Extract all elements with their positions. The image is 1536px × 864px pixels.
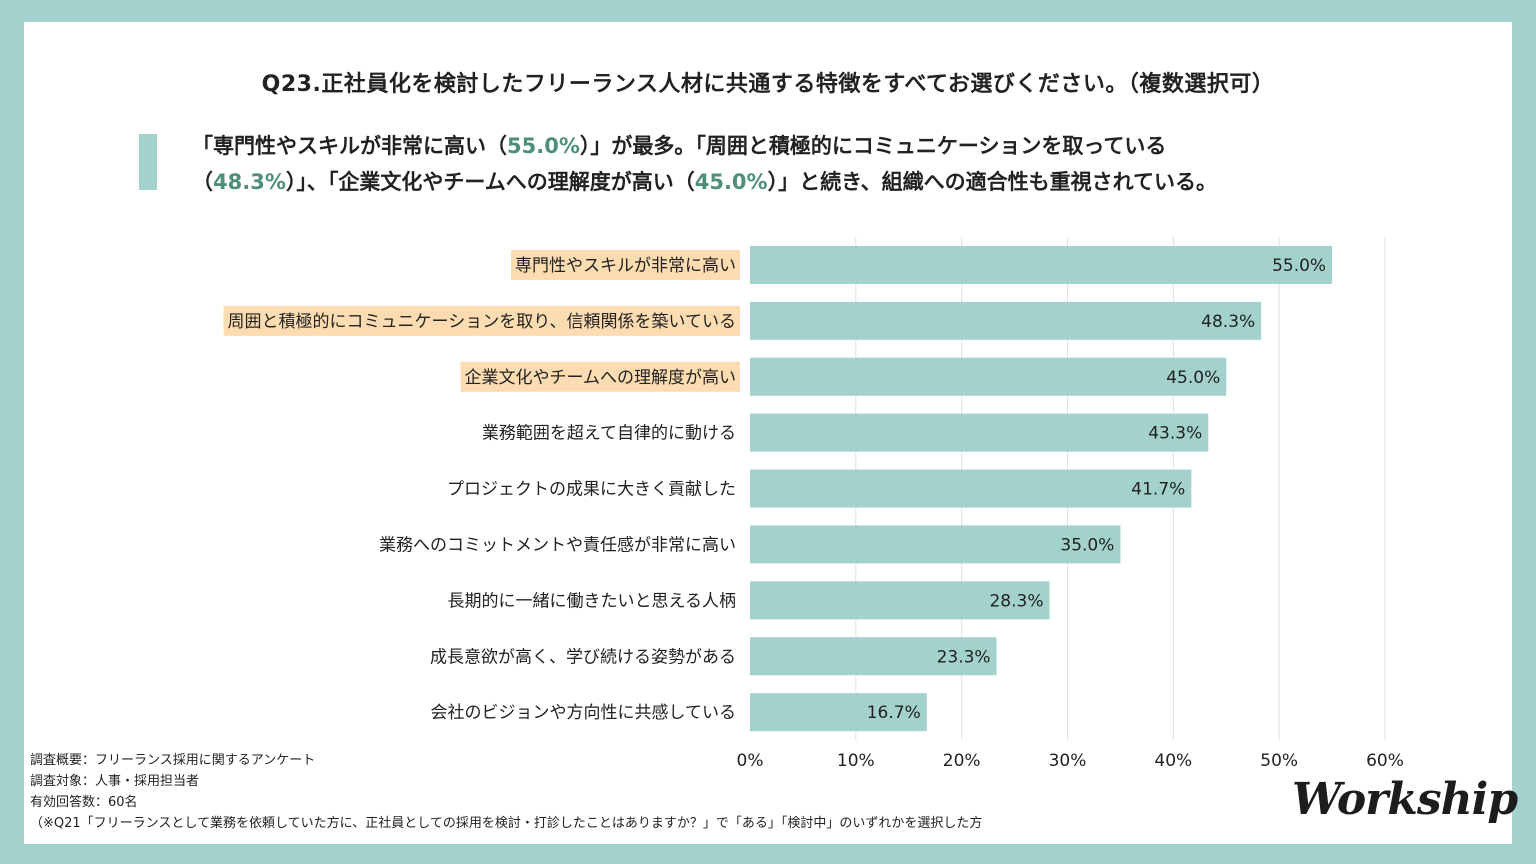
summary-accent-bar (139, 134, 157, 190)
category-label: 企業文化やチームへの理解度が高い (465, 368, 737, 388)
category-label: プロジェクトの成果に大きく貢献した (447, 480, 736, 500)
summary-line-1: 「専門性やスキルが非常に高い（55.0%）」が最多。「周囲と積極的にコミュニケー… (192, 128, 1492, 164)
summary-text-part: ）」と続き、組織への適合性も重視されている。 (767, 170, 1217, 194)
label-highlight (223, 305, 740, 336)
note-line: 調査概要：フリーランス採用に関するアンケート (30, 753, 316, 768)
x-axis-ticks: 0% 10% 20% 30% 40% 50% 60% (737, 751, 1404, 771)
category-label: 会社のビジョンや方向性に共感している (431, 703, 737, 723)
category-labels: 専門性やスキルが非常に高い周囲と積極的にコミュニケーションを取り、信頼関係を築い… (223, 249, 740, 723)
category-label: 長期的に一緒に働きたいと思える人柄 (448, 591, 737, 611)
bar (750, 413, 1209, 452)
bar (750, 301, 1262, 340)
x-tick-label: 0% (737, 751, 764, 771)
label-highlight (460, 361, 740, 392)
bar (750, 525, 1121, 564)
bars: 55.0% 48.3% 45.0% 43.3% 41.7% 35.0% 28.3% 23.3%… (750, 245, 1333, 732)
summary-line-2: （48.3%）」、「企業文化やチームへの理解度が高い（45.0%）」と続き、組織… (192, 164, 1492, 200)
data-label: 16.7% (867, 703, 921, 723)
note-line: 有効回答数：60名 (30, 795, 138, 810)
category-label: 業務範囲を超えて自律的に動ける (482, 424, 736, 444)
question-title: Q23.正社員化を検討したフリーランス人材に共通する特徴をすべてお選びください。… (261, 72, 1275, 97)
category-label: 周囲と積極的にコミュニケーションを取り、信頼関係を築いている (228, 312, 736, 332)
x-tick-label: 10% (837, 751, 875, 771)
category-label: 業務へのコミットメントや責任感が非常に高い (379, 535, 736, 555)
label-highlight (511, 249, 740, 280)
summary-text-part: （ (192, 170, 213, 194)
bar (750, 581, 1050, 620)
x-tick-label: 40% (1154, 751, 1192, 771)
note-line: （※Q21「フリーランスとして業務を依頼していた方に、正社員としての採用を検討・… (30, 816, 983, 831)
bar (750, 469, 1192, 508)
data-label: 43.3% (1148, 424, 1202, 444)
data-label: 55.0% (1272, 256, 1326, 276)
data-label: 45.0% (1166, 368, 1220, 388)
note-line: 調査対象：人事・採用担当者 (30, 774, 200, 789)
summary-value: 48.3% (213, 170, 286, 194)
bar-chart: 55.0% 48.3% 45.0% 43.3% 41.7% 35.0% 28.3% 23.3%… (223, 237, 1404, 771)
summary-text-part: 「専門性やスキルが非常に高い（ (192, 134, 507, 158)
x-tick-label: 50% (1260, 751, 1298, 771)
card: Q23.正社員化を検討したフリーランス人材に共通する特徴をすべてお選びください。… (24, 22, 1518, 844)
x-tick-label: 20% (943, 751, 981, 771)
survey-notes: 調査概要：フリーランス採用に関するアンケート 調査対象：人事・採用担当者 有効回… (30, 750, 982, 834)
data-label: 35.0% (1060, 535, 1114, 555)
summary-value: 45.0% (694, 170, 768, 194)
summary-text-part: ）」、「企業文化やチームへの理解度が高い（ (285, 170, 695, 194)
bar (750, 357, 1227, 396)
x-tick-label: 30% (1049, 751, 1087, 771)
data-label: 48.3% (1201, 312, 1255, 332)
category-label: 成長意欲が高く、学び続ける姿勢がある (430, 647, 736, 667)
workship-logo: Workship (1292, 774, 1518, 825)
summary-text: 「専門性やスキルが非常に高い（55.0%）」が最多。「周囲と積極的にコミュニケー… (192, 128, 1492, 200)
bar (750, 637, 997, 676)
bar (750, 693, 927, 732)
x-tick-label: 60% (1366, 751, 1404, 771)
data-label: 23.3% (937, 647, 991, 667)
summary-value: 55.0% (507, 134, 580, 158)
data-label: 28.3% (989, 591, 1043, 611)
bar (750, 245, 1333, 284)
data-label: 41.7% (1131, 480, 1185, 500)
category-label: 専門性やスキルが非常に高い (515, 256, 736, 276)
summary-text-part: ）」が最多。「周囲と積極的にコミュニケーションを取っている (579, 134, 1167, 158)
